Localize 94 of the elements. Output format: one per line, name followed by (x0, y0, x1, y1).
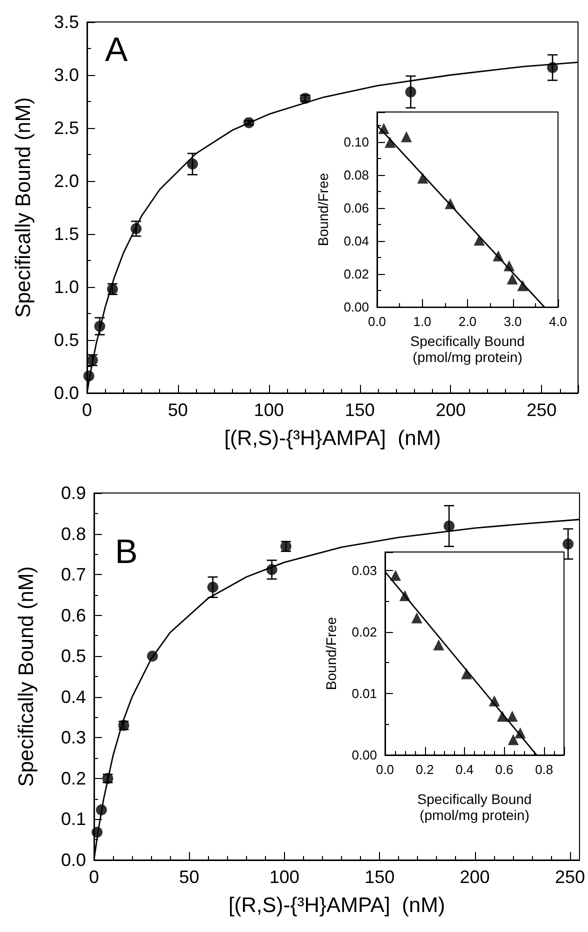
x-axis-title: Specifically Bound (pmol/mg protein) (417, 791, 532, 823)
point (186, 158, 198, 170)
y-tick-label: 0.10 (344, 134, 369, 150)
point (94, 320, 106, 332)
x-tick-label: 200 (436, 400, 466, 420)
y-tick-label: 0.4 (60, 686, 86, 707)
point (492, 250, 504, 262)
y-tick-label: 2.0 (54, 171, 79, 191)
x-tick-label: 1.0 (413, 314, 432, 330)
y-tick-label: 2.5 (54, 118, 79, 138)
point (83, 370, 94, 382)
point (207, 582, 218, 593)
y-tick-label: 0.1 (60, 809, 86, 830)
y-tick-label: 0.0 (60, 850, 86, 870)
x-tick-label: 150 (344, 400, 375, 420)
x-tick-label: 2.0 (458, 314, 477, 330)
x-tick-label: 0.2 (416, 762, 434, 777)
y-tick-label: 0.02 (352, 624, 377, 640)
y-tick-label: 0.9 (60, 483, 86, 503)
point (433, 639, 444, 650)
x-tick-label: 4.0 (548, 314, 568, 330)
point (96, 804, 107, 816)
x-axis-title: [(R,S)-{³H}AMPA] (nM) (228, 894, 446, 917)
y-tick-label: 0.00 (344, 300, 369, 315)
point (517, 280, 528, 292)
point (508, 734, 519, 746)
x-tick-label: 250 (526, 400, 557, 420)
x-tick-label: 100 (269, 867, 300, 887)
y-tick-label: 3.5 (54, 12, 79, 32)
point (378, 123, 390, 134)
x-tick-label: 0.6 (495, 762, 514, 777)
point (146, 650, 158, 662)
point (266, 564, 278, 576)
point (461, 668, 472, 680)
x-tick-label: 50 (179, 867, 200, 887)
y-tick-label: 0.08 (344, 167, 369, 182)
x-tick-label: 50 (168, 400, 188, 420)
x-tick-label: 200 (460, 867, 490, 887)
y-tick-label: 0.5 (54, 330, 79, 350)
point (417, 172, 428, 184)
x-tick-label: 3.0 (504, 314, 522, 330)
y-axis-title: Specifically Bound (nM) (12, 97, 35, 318)
x-axis-title: Specifically Bound (pmol/mg protein) (410, 333, 525, 365)
point (444, 198, 456, 210)
y-tick-label: 1.5 (54, 224, 79, 244)
y-tick-label: 0.3 (60, 728, 86, 748)
y-tick-label: 0.5 (60, 646, 86, 666)
point (411, 612, 422, 624)
point (488, 695, 500, 706)
x-tick-label: 150 (364, 867, 395, 887)
y-tick-label: 0.6 (60, 605, 86, 626)
point (474, 234, 485, 246)
x-tick-label: 0 (82, 400, 92, 420)
point (86, 354, 98, 366)
point (243, 117, 254, 128)
point (444, 520, 455, 532)
chart-title: A (105, 31, 128, 69)
y-axis-title: Specifically Bound (nM) (15, 566, 38, 787)
y-axis-title: Bound/Free (323, 616, 339, 690)
x-tick-label: 0 (88, 867, 100, 887)
point (496, 710, 508, 722)
point (400, 131, 412, 142)
x-tick-label: 0.8 (535, 762, 554, 777)
point (514, 727, 526, 738)
point (92, 826, 103, 838)
y-tick-label: 0.01 (352, 686, 377, 701)
y-tick-label: 0.00 (352, 748, 377, 762)
y-tick-label: 1.0 (54, 277, 79, 297)
point (506, 710, 518, 722)
point (130, 223, 142, 234)
x-axis-title: [(R,S)-{³H}AMPA] (nM) (224, 427, 441, 450)
y-tick-label: 0.03 (352, 562, 377, 578)
point (547, 62, 558, 74)
y-tick-label: 0.7 (60, 564, 86, 585)
point (384, 136, 396, 148)
x-tick-label: 250 (554, 867, 586, 887)
y-tick-label: 3.0 (54, 65, 79, 85)
y-tick-label: 0.0 (54, 383, 79, 403)
point (504, 260, 515, 272)
x-tick-label: 0.0 (368, 314, 386, 330)
point (399, 590, 410, 602)
y-tick-label: 0.04 (344, 233, 369, 248)
point (390, 570, 402, 581)
x-tick-label: 100 (254, 400, 284, 420)
x-tick-label: 0.4 (456, 762, 474, 777)
point (405, 86, 416, 98)
y-tick-label: 0.02 (344, 266, 369, 282)
text: B (115, 533, 138, 571)
y-axis-title: Bound/Free (315, 172, 331, 246)
point (562, 538, 574, 550)
x-tick-label: 0.0 (376, 762, 394, 777)
y-tick-label: 0.8 (60, 524, 86, 544)
point (506, 273, 518, 284)
y-tick-label: 0.06 (344, 200, 369, 216)
